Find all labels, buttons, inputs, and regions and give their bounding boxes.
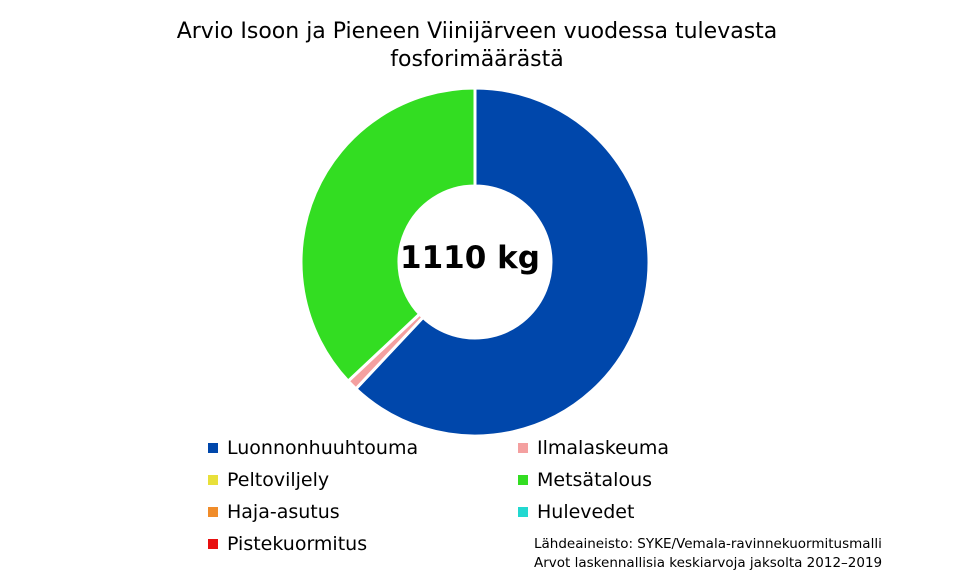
- center-total-label: 1110 kg: [400, 240, 540, 276]
- source-line-2: Arvot laskennallisia keskiarvoja jaksolt…: [534, 555, 883, 571]
- chart-title-line-1: Arvio Isoon ja Pieneen Viinijärveen vuod…: [176, 19, 778, 44]
- source-line-1: Lähdeaineisto: SYKE/Vemala-ravinnekuormi…: [534, 536, 882, 552]
- source-note: Lähdeaineisto: SYKE/Vemala-ravinnekuormi…: [534, 535, 882, 573]
- slice-metsätalous: [299, 86, 477, 384]
- slice-luonnonhuuhtouma: [353, 86, 651, 438]
- chart-title-line-2: fosforimäärästä: [390, 47, 564, 72]
- chart-title: Arvio Isoon ja Pieneen Viinijärveen vuod…: [0, 18, 954, 74]
- donut-slices: [299, 86, 651, 438]
